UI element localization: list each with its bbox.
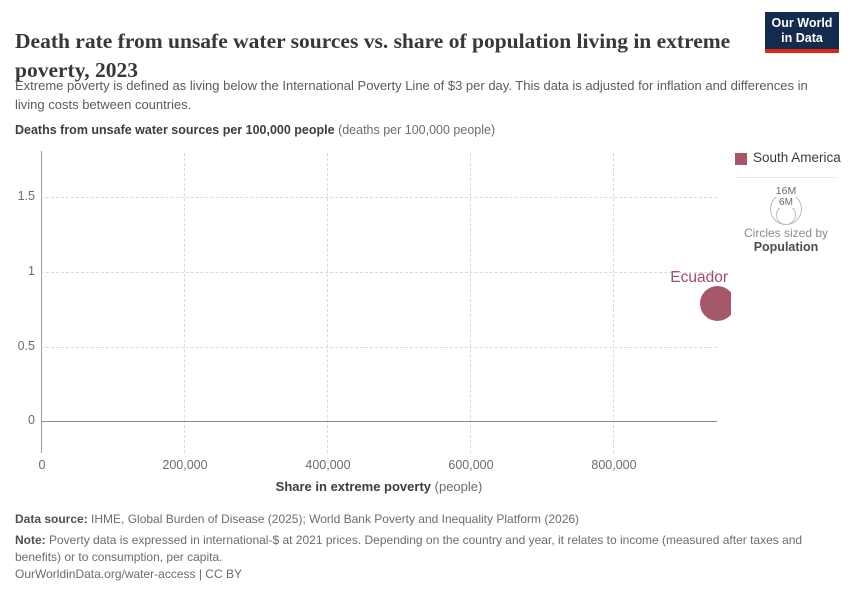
gridline-y-1.5 <box>41 197 717 198</box>
x-tick-800000: 800,000 <box>591 458 637 472</box>
legend-item-south-america[interactable]: South America <box>753 150 841 165</box>
x-tick-600000: 600,000 <box>448 458 494 472</box>
data-point-label-ecuador[interactable]: Ecuador <box>670 269 728 286</box>
y-axis-line <box>41 151 42 453</box>
x-tick-400000: 400,000 <box>305 458 351 472</box>
footer-data-source-text: IHME, Global Burden of Disease (2025); W… <box>87 512 580 526</box>
footer-note: Note: Poverty data is expressed in inter… <box>15 532 827 566</box>
legend-swatch-south-america[interactable] <box>735 153 747 165</box>
size-legend: 16M 6M Circles sized by Population <box>736 185 836 257</box>
y-tick-0.5: 0.5 <box>17 339 35 353</box>
gridline-x-200000 <box>184 153 185 453</box>
owid-logo-text: Our World in Data <box>765 12 839 49</box>
footer-url-link[interactable]: OurWorldinData.org/water-access <box>15 567 196 581</box>
size-legend-inner-label: 6M <box>777 197 795 208</box>
y-tick-1.5: 1.5 <box>17 189 35 203</box>
y-tick-1: 1 <box>28 264 35 278</box>
x-tick-200000: 200,000 <box>162 458 208 472</box>
gridline-x-600000 <box>470 153 471 453</box>
page-title: Death rate from unsafe water sources vs.… <box>15 29 731 83</box>
x-axis-title: Share in extreme poverty (people) <box>41 479 717 494</box>
chart-subtitle: Extreme poverty is defined as living bel… <box>15 78 808 112</box>
owid-logo[interactable]: Our World in Data <box>765 12 839 53</box>
gridline-x-400000 <box>327 153 328 453</box>
y-tick-0: 0 <box>28 413 35 427</box>
owid-logo-accent-bar <box>765 49 839 53</box>
x-axis-title-bold: Share in extreme poverty <box>275 479 432 494</box>
footer-data-source: Data source: IHME, Global Burden of Dise… <box>15 512 835 526</box>
y-axis-title-bold: Deaths from unsafe water sources per 100… <box>15 123 335 137</box>
x-axis-title-unit: (people) <box>434 479 483 494</box>
plot-area: 1.5 1 0.5 0 Ecuador <box>0 145 731 457</box>
x-tick-0: 0 <box>38 458 46 472</box>
legend-divider <box>735 177 836 178</box>
size-legend-outer-label: 16M <box>773 185 799 197</box>
size-legend-caption-bold: Population <box>753 240 819 254</box>
footer-license: | CC BY <box>195 567 242 581</box>
footer-data-source-label: Data source: <box>15 512 88 526</box>
footer-attribution: OurWorldinData.org/water-access | CC BY <box>15 567 242 581</box>
y-axis-title-unit: (deaths per 100,000 people) <box>338 123 496 137</box>
x-axis-line <box>41 421 717 422</box>
y-axis-title: Deaths from unsafe water sources per 100… <box>15 123 495 137</box>
size-legend-caption: Circles sized by <box>743 226 829 240</box>
size-legend-inner-circle <box>776 205 796 225</box>
gridline-y-1 <box>41 272 717 273</box>
data-point-ecuador[interactable] <box>700 286 731 321</box>
gridline-y-0.5 <box>41 347 717 348</box>
footer-note-text: Poverty data is expressed in internation… <box>15 533 803 564</box>
gridline-x-800000 <box>613 153 614 453</box>
footer-note-label: Note: <box>15 533 46 547</box>
